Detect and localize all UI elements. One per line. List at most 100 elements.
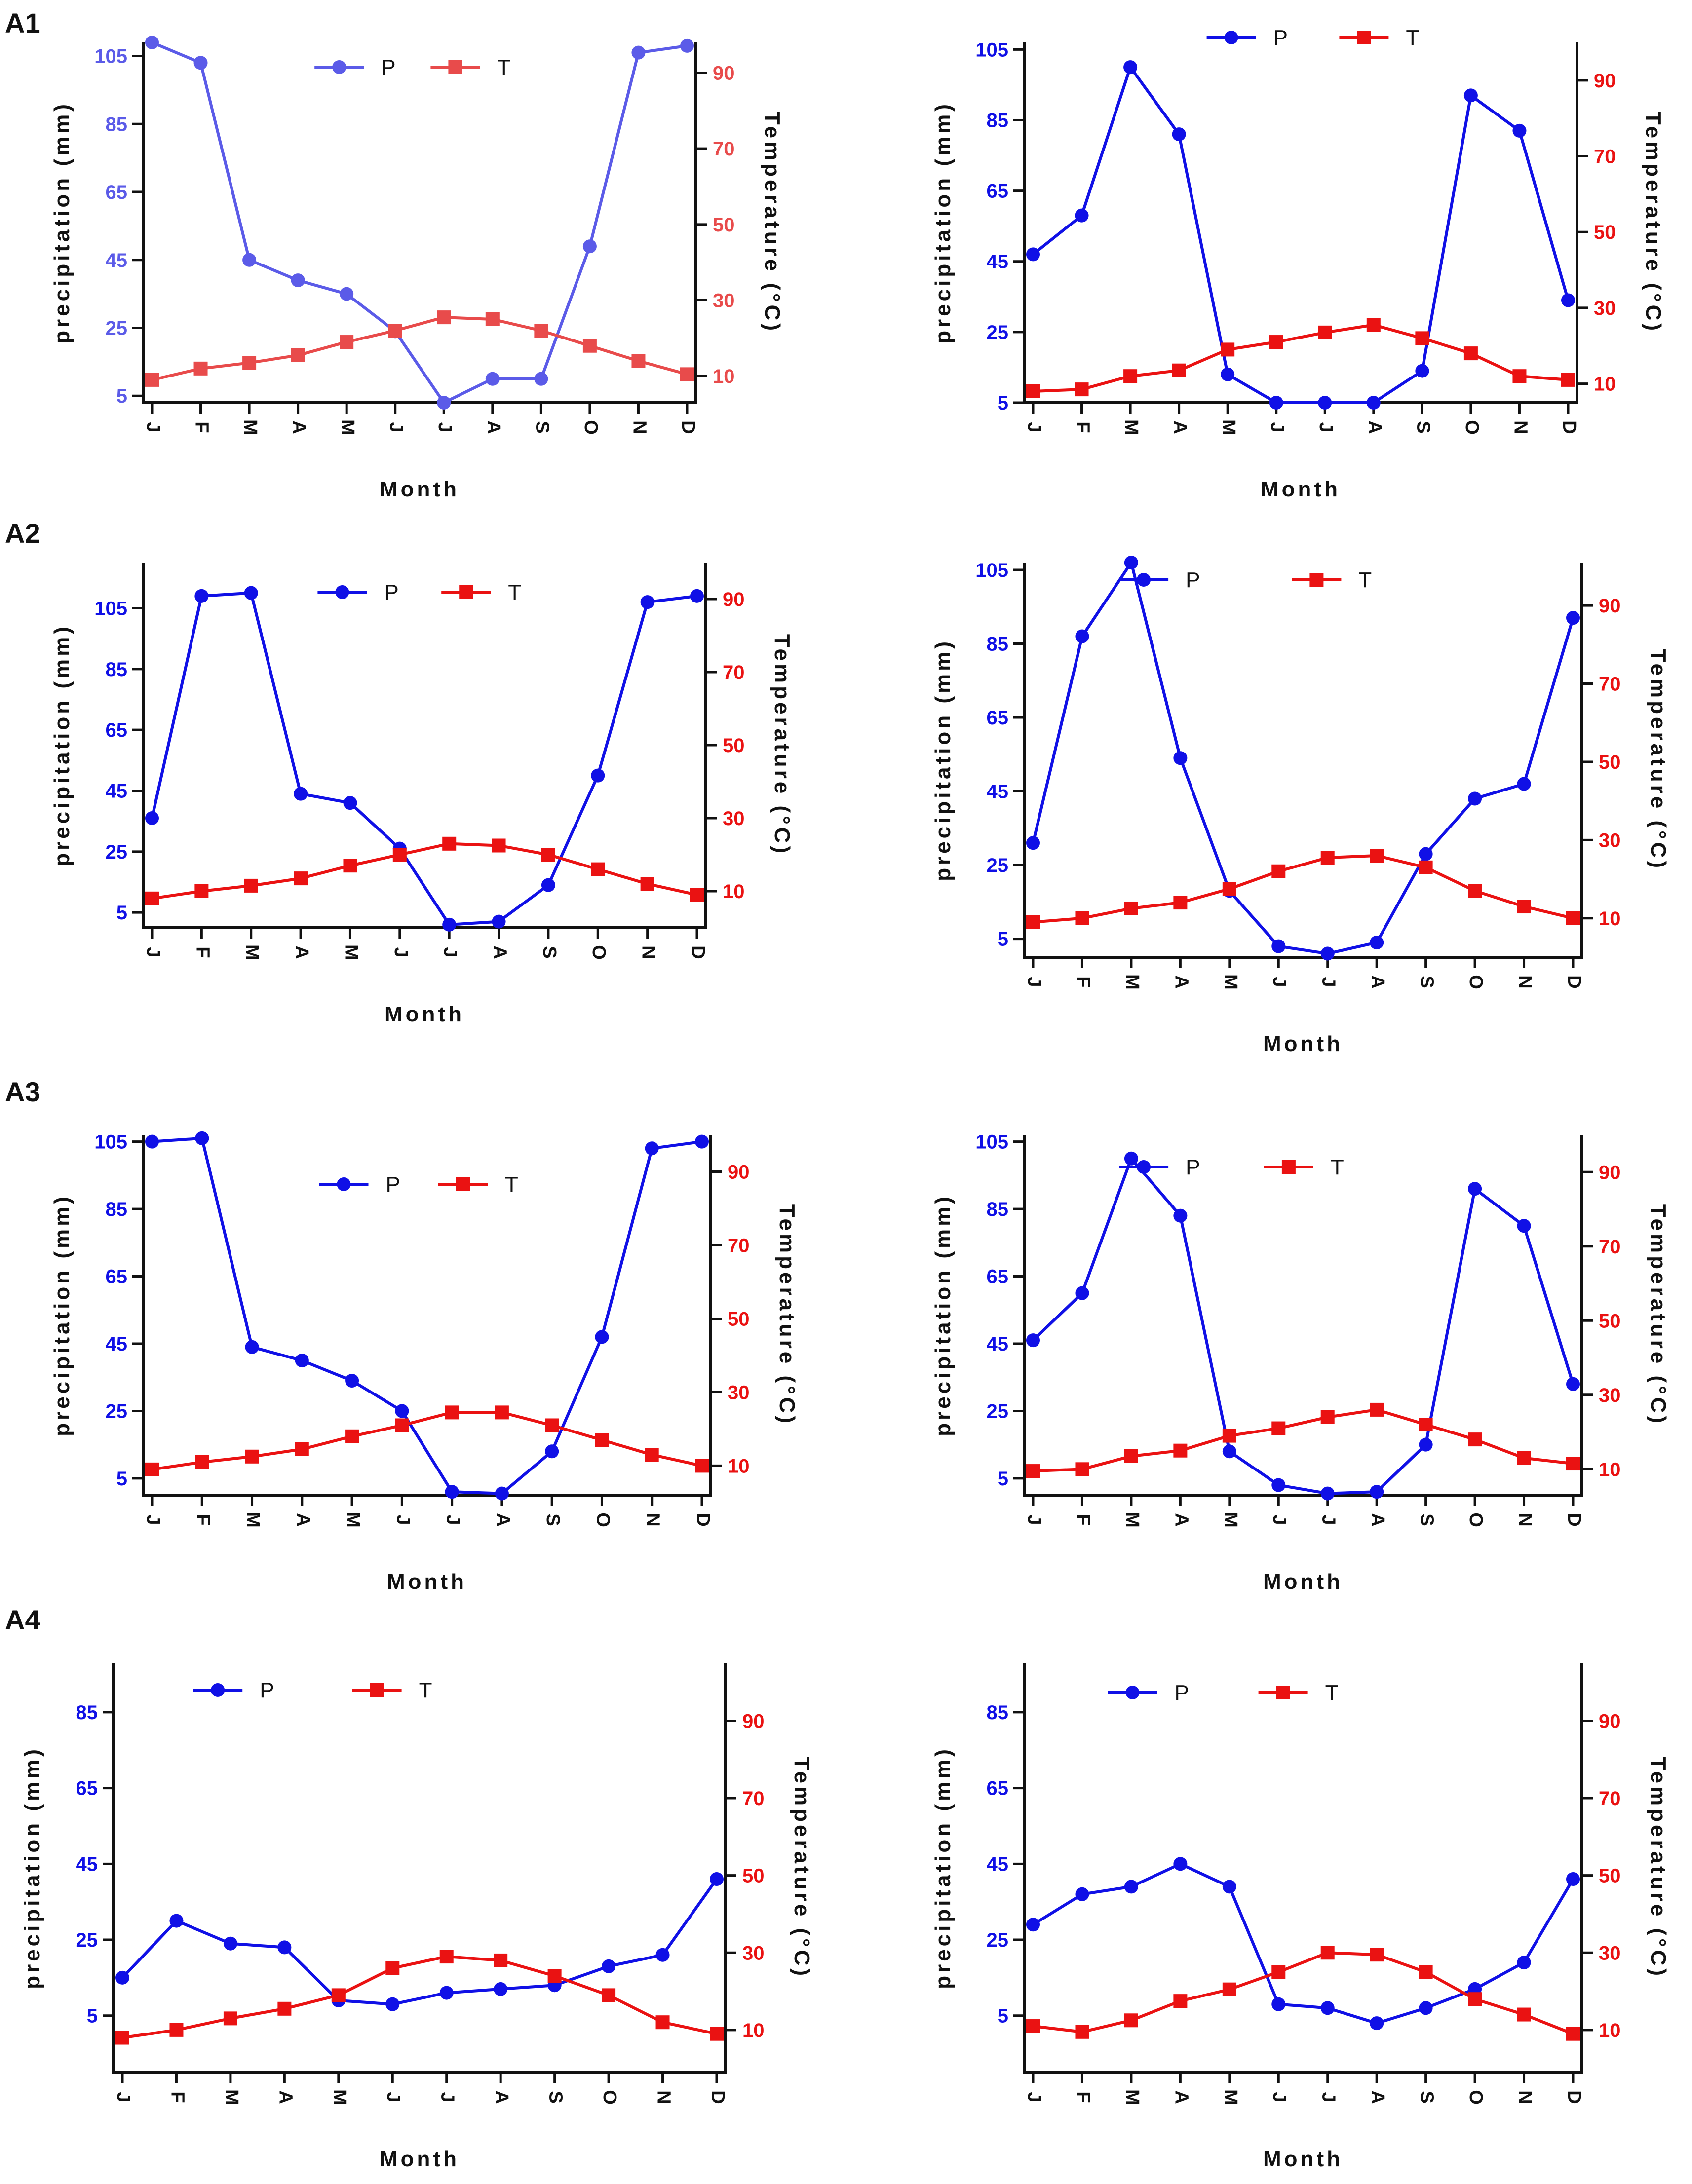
- y-tick-label: 65: [76, 1778, 98, 1800]
- x-tick-label: J: [1315, 422, 1336, 432]
- y2-tick-label: 10: [1599, 908, 1621, 930]
- x-tick-label: J: [443, 1514, 463, 1525]
- x-tick-label: J: [1269, 1514, 1290, 1525]
- point-t: [1221, 342, 1235, 357]
- point-t: [1370, 1948, 1384, 1962]
- point-t: [1222, 882, 1236, 896]
- x-tick-label: O: [599, 2090, 620, 2105]
- point-p: [640, 595, 654, 609]
- y2-tick-label: 70: [742, 1788, 765, 1809]
- point-t: [1271, 1421, 1286, 1435]
- x-tick-label: A: [291, 945, 312, 959]
- point-t: [1271, 1965, 1286, 1979]
- point-t: [194, 884, 209, 898]
- x-tick-label: A: [1171, 2090, 1192, 2104]
- x-tick-label: F: [1073, 2091, 1093, 2103]
- point-t: [1271, 864, 1286, 878]
- point-p: [291, 273, 305, 288]
- x-tick-label: M: [1122, 1512, 1143, 1528]
- point-t: [1512, 369, 1527, 383]
- y2-tick-label: 70: [1599, 1788, 1621, 1809]
- x-tick-label: A: [483, 420, 504, 434]
- legend-marker-p: [335, 585, 349, 599]
- point-p: [1463, 88, 1478, 103]
- chart-A4-left: 5 25 45 65 85 10 30 50 70 90 J F M A M J J A S O N D Month prec…: [20, 1663, 814, 2171]
- point-p: [223, 1936, 237, 1951]
- point-p: [242, 253, 257, 267]
- point-t: [1222, 1429, 1236, 1443]
- y2-tick-label: 50: [1599, 1310, 1621, 1332]
- row-label-a2: A2: [5, 518, 40, 549]
- point-t: [1222, 1982, 1236, 1996]
- x-tick-label: J: [390, 947, 411, 957]
- y-tick-label: 5: [998, 2005, 1008, 2027]
- y-axis-title: precipitation (mm): [931, 1746, 955, 1989]
- point-p: [1468, 791, 1482, 806]
- legend-label-p: P: [384, 580, 398, 604]
- x-tick-label: N: [638, 945, 659, 959]
- x-tick-label: A: [289, 420, 309, 434]
- chart-A2-left: 5 25 45 65 85 105 10 30 50 70 90 J F M A M J J A S O N D Month p…: [50, 563, 794, 1026]
- legend-marker-t: [448, 60, 462, 74]
- x-tick-label: N: [643, 1513, 663, 1526]
- point-t: [1172, 363, 1186, 377]
- point-t: [145, 1462, 159, 1476]
- point-t: [1318, 325, 1332, 339]
- point-p: [1026, 1333, 1040, 1348]
- y-tick-label: 85: [987, 1199, 1009, 1220]
- x-tick-label: N: [1515, 2090, 1536, 2104]
- legend-marker-t: [456, 1177, 470, 1191]
- legend-label-p: P: [1186, 1155, 1200, 1179]
- y2-tick-label: 90: [1599, 1162, 1621, 1183]
- point-t: [395, 1418, 409, 1432]
- x-tick-label: D: [692, 1513, 713, 1526]
- legend-label-p: P: [260, 1678, 274, 1702]
- x-tick-label: N: [1515, 975, 1536, 988]
- y2-axis-title: Temperature (°C): [1641, 112, 1665, 334]
- point-p: [345, 1374, 359, 1388]
- x-tick-label: J: [383, 2092, 404, 2102]
- legend-label-p: P: [386, 1172, 400, 1197]
- x-tick-label: J: [440, 947, 461, 957]
- point-p: [1026, 836, 1040, 850]
- point-p: [485, 372, 500, 386]
- y2-tick-label: 10: [1594, 374, 1616, 395]
- x-tick-label: N: [654, 2090, 674, 2104]
- point-t: [1517, 900, 1531, 914]
- y-tick-label: 105: [975, 1131, 1008, 1153]
- point-p: [385, 1997, 400, 2011]
- point-p: [294, 787, 308, 801]
- point-p: [445, 1485, 459, 1499]
- point-p: [1124, 556, 1138, 569]
- y-tick-label: 5: [116, 1468, 127, 1490]
- point-t: [1370, 849, 1384, 863]
- y-tick-label: 45: [987, 1333, 1009, 1355]
- x-tick-label: A: [1367, 2090, 1388, 2104]
- y-axis-title: precipitation (mm): [931, 1194, 955, 1436]
- point-p: [1318, 396, 1332, 410]
- x-tick-label: N: [629, 420, 650, 434]
- y-tick-label: 65: [987, 1266, 1009, 1288]
- x-tick-label: N: [1515, 1513, 1536, 1526]
- point-p: [495, 1486, 509, 1501]
- point-t: [242, 356, 257, 370]
- point-p: [595, 1330, 609, 1344]
- point-t: [439, 1950, 454, 1964]
- y-tick-label: 105: [94, 1131, 127, 1153]
- point-p: [439, 1986, 454, 2000]
- y2-axis-title: Temperature (°C): [760, 112, 784, 334]
- series-line-t: [1033, 1951, 1574, 2035]
- point-t: [582, 339, 597, 353]
- y2-axis-title: Temperature (°C): [770, 634, 794, 856]
- x-tick-label: J: [1024, 422, 1044, 432]
- point-p: [244, 586, 258, 600]
- y2-tick-label: 10: [742, 2020, 765, 2041]
- y2-tick-label: 50: [742, 1865, 765, 1887]
- x-axis-title: Month: [1263, 2147, 1343, 2171]
- series-line-t: [1033, 854, 1574, 924]
- x-tick-label: A: [491, 2090, 512, 2104]
- point-t: [1463, 346, 1478, 361]
- chart-A1-left: 5 25 45 65 85 105 10 30 50 70 90 J F M A M J J A S O N D Month p…: [50, 36, 784, 501]
- point-p: [645, 1141, 659, 1156]
